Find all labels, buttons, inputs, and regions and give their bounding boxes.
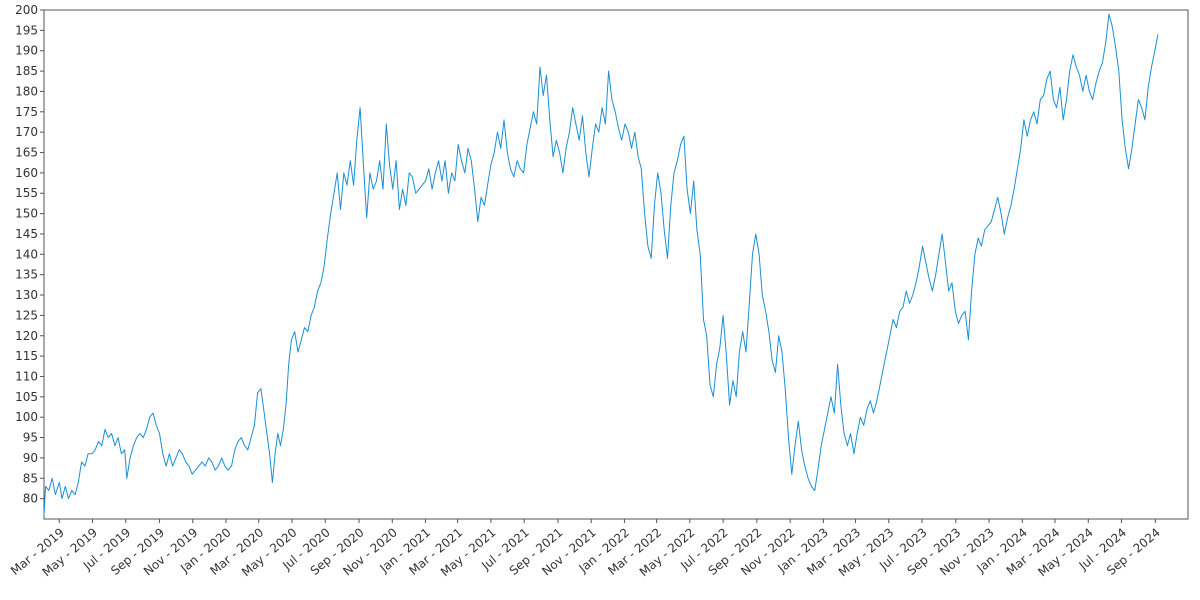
y-tick-label: 95: [23, 431, 38, 445]
y-tick-label: 150: [15, 207, 38, 221]
y-tick-label: 160: [15, 166, 38, 180]
y-tick-label: 90: [23, 451, 38, 465]
y-tick-label: 195: [15, 23, 38, 37]
y-tick-label: 80: [23, 492, 38, 506]
y-tick-label: 100: [15, 410, 38, 424]
y-tick-label: 115: [15, 349, 38, 363]
y-tick-label: 125: [15, 308, 38, 322]
y-tick-label: 110: [15, 369, 38, 383]
y-tick-label: 190: [15, 44, 38, 58]
y-tick-label: 145: [15, 227, 38, 241]
y-tick-label: 135: [15, 268, 38, 282]
y-tick-label: 155: [15, 186, 38, 200]
y-axis: 80 85 90 95 100 105 110 115 120 125 130 135 140 145 15…: [15, 3, 44, 506]
series-layer: [43, 13, 1159, 515]
y-tick-label: 85: [23, 471, 38, 485]
series-line: [43, 13, 1159, 515]
y-tick-label: 170: [15, 125, 38, 139]
y-tick-label: 185: [15, 64, 38, 78]
y-tick-label: 130: [15, 288, 38, 302]
y-tick-label: 175: [15, 105, 38, 119]
y-tick-label: 165: [15, 146, 38, 160]
y-tick-label: 180: [15, 84, 38, 98]
y-tick-label: 120: [15, 329, 38, 343]
plot-area-frame: [43, 9, 1189, 520]
y-tick-label: 200: [15, 3, 38, 17]
y-tick-label: 105: [15, 390, 38, 404]
y-tick-label: 140: [15, 247, 38, 261]
